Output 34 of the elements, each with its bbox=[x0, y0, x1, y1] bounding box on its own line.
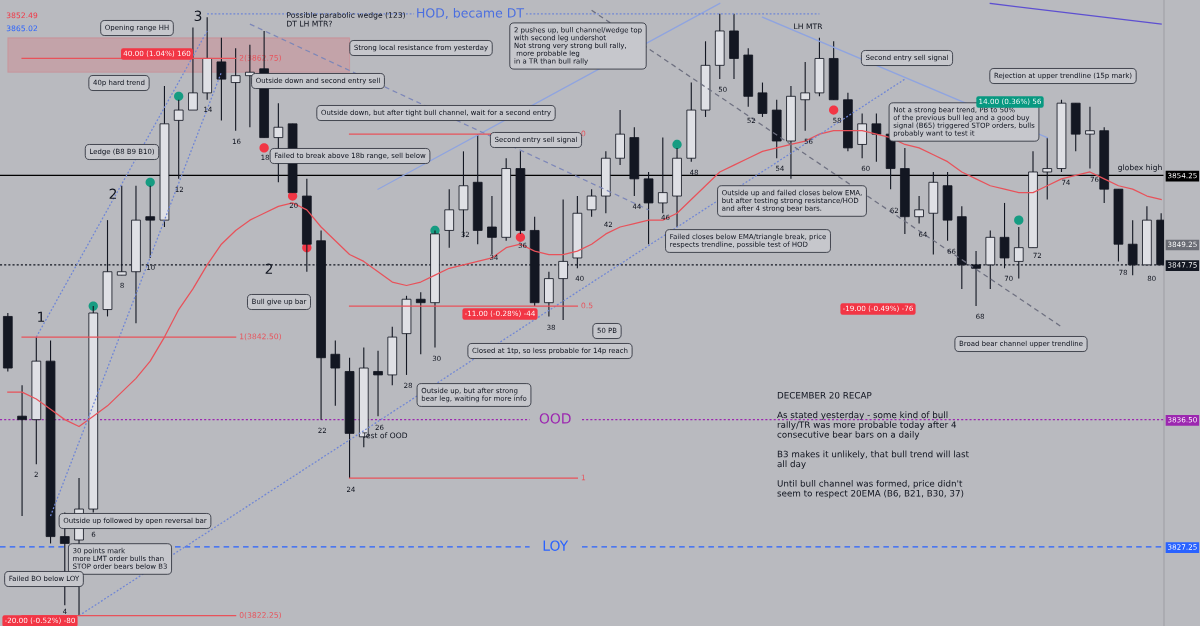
candlestick bbox=[586, 188, 597, 218]
candlestick bbox=[230, 47, 241, 132]
point bbox=[829, 105, 839, 115]
annotation: 2 bbox=[265, 263, 273, 274]
candlestick bbox=[216, 37, 227, 121]
point bbox=[515, 232, 526, 242]
point bbox=[145, 177, 155, 187]
point bbox=[1014, 215, 1024, 225]
candlestick bbox=[373, 350, 383, 417]
point bbox=[88, 301, 98, 311]
annotation: 2 bbox=[109, 188, 117, 199]
point bbox=[672, 139, 682, 150]
ref-line-label: LOY bbox=[543, 540, 569, 551]
candlestick bbox=[1042, 137, 1053, 201]
candlestick bbox=[657, 137, 668, 214]
candlestick bbox=[415, 291, 426, 355]
candlestick bbox=[1085, 106, 1095, 170]
candlestick bbox=[857, 112, 867, 159]
candlestick bbox=[17, 384, 27, 517]
candlestick bbox=[971, 250, 981, 307]
point bbox=[259, 143, 269, 153]
ref-line-label: OOD bbox=[539, 413, 571, 424]
candlestick bbox=[914, 195, 924, 225]
candlestick bbox=[871, 112, 882, 163]
candlestick bbox=[330, 339, 341, 407]
candlestick bbox=[444, 188, 455, 249]
text: DECEMBER 20 RECAP As stated yesterday - some kind of bull rally/TR was more probable today after 4 consecutive bear bars on a daily B3 makes it unlikely, that bull trend will last all day Until bull channel was formed, price didn't seem to respect 20EMA (B6, B21, B30, 37) bbox=[777, 391, 969, 499]
annotation: 1 bbox=[38, 311, 45, 322]
candlestick bbox=[757, 81, 768, 118]
annotation: 3 bbox=[194, 10, 202, 22]
annotation: HOD, became DT bbox=[417, 7, 525, 19]
point bbox=[174, 91, 184, 101]
candlestick bbox=[800, 61, 811, 132]
candlestick bbox=[487, 195, 497, 256]
